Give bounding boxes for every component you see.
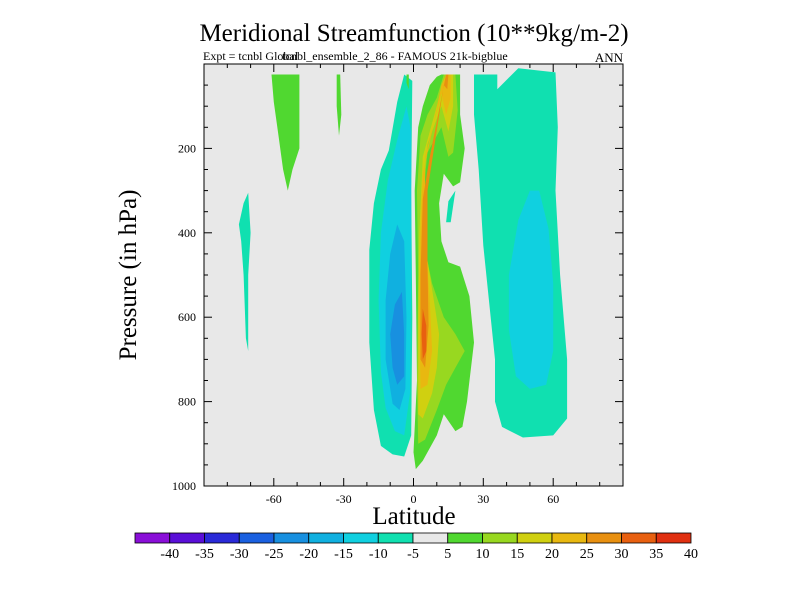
x-tick-label: 60: [547, 492, 559, 506]
contour-region-nh-ferrel-cell-inner: [508, 190, 554, 389]
colorbar-label: -40: [160, 547, 179, 562]
y-tick-label: 400: [178, 226, 196, 240]
colorbar-swatch: [377, 532, 414, 544]
chart-title: Meridional Streamfunction (10**9kg/m-2): [199, 20, 628, 47]
colorbar-label: 30: [615, 547, 629, 562]
y-axis-label: Pressure (in hPa): [115, 190, 142, 361]
contour-region-sh-isolated-cell: [238, 192, 251, 351]
colorbar-swatch: [482, 532, 518, 544]
colorbar-label: -35: [195, 547, 214, 562]
colorbar-label: 5: [444, 547, 451, 562]
colorbar-swatch: [204, 532, 240, 544]
colorbar-label: 10: [476, 547, 490, 562]
colorbar-label: -20: [299, 547, 318, 562]
colorbar-label: 40: [684, 547, 698, 562]
colorbar-label: 15: [510, 547, 524, 562]
colorbar-swatch: [551, 532, 588, 544]
chart-subtitle-right: ANN: [595, 50, 624, 65]
colorbar: -40 -35 -30 -25 -20 -15 -10 -5 5 10 15 20 25 30 35 40: [134, 532, 698, 562]
colorbar-swatch: [273, 532, 310, 544]
colorbar-label: 20: [545, 547, 559, 562]
contour-region-hadley-cell-30-35: [421, 308, 427, 360]
colorbar-label: 35: [649, 547, 663, 562]
colorbar-label: -10: [369, 547, 388, 562]
colorbar-label: 25: [580, 547, 594, 562]
y-tick-label: 800: [178, 395, 196, 409]
plot-axes: -60 -30 0 30 60 200 400 600 800 1000: [172, 64, 623, 506]
contour-region-sh-positive-sliver: [336, 74, 342, 136]
colorbar-label: -30: [230, 547, 249, 562]
colorbar-label: -25: [265, 547, 284, 562]
contour-region-hadley-cell-25-30: [420, 74, 449, 368]
chart-subtitle-left: Expt = tcnbl Global: [203, 49, 299, 63]
x-tick-label: -60: [266, 492, 282, 506]
colorbar-swatch: [134, 532, 171, 544]
x-axis-label: Latitude: [372, 503, 455, 530]
x-tick-label: 0: [411, 492, 417, 506]
y-tick-label: 1000: [172, 479, 196, 493]
colorbar-swatch: [343, 532, 379, 544]
contour-region-nh-eddy-minimum-cell: [446, 190, 456, 223]
colorbar-swatch: [655, 532, 692, 544]
colorbar-swatch: [447, 532, 483, 544]
colorbar-label: -5: [407, 547, 419, 562]
colorbar-label: -15: [334, 547, 353, 562]
colorbar-swatch: [621, 532, 657, 544]
colorbar-swatch: [308, 532, 344, 544]
contour-region-sh-polar-positive-tongue: [271, 74, 300, 191]
x-tick-label: -30: [336, 492, 352, 506]
contour-regions: [238, 68, 568, 470]
contour-region-sh-subtropical-cell-core: [390, 291, 405, 385]
colorbar-swatch: [238, 532, 275, 544]
colorbar-swatch: [169, 532, 205, 544]
chart-subtitle-center: tcnbl_ensemble_2_86 - FAMOUS 21k-bigblue: [282, 49, 507, 63]
contour-region-equatorial-positive-sliver: [406, 74, 409, 90]
x-tick-label: 30: [477, 492, 489, 506]
colorbar-swatch: [586, 532, 622, 544]
y-tick-label: 200: [178, 141, 196, 155]
y-tick-label: 600: [178, 310, 196, 324]
colorbar-swatch: [516, 532, 553, 544]
colorbar-swatch: [412, 532, 449, 544]
